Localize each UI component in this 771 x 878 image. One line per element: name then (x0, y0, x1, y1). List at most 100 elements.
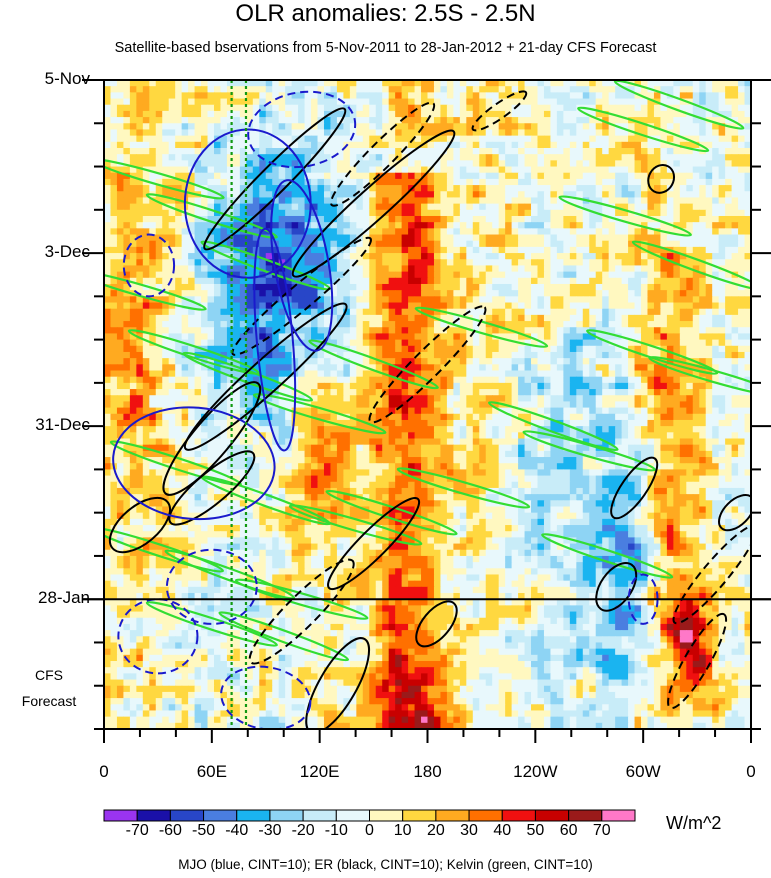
field-cell (569, 147, 577, 155)
field-cell (175, 185, 183, 192)
field-cell (375, 209, 383, 217)
field-cell (686, 191, 694, 199)
field-cell (285, 209, 293, 217)
field-cell (459, 339, 467, 347)
field-cell (213, 302, 222, 310)
field-cell (511, 178, 519, 186)
field-cell (259, 98, 267, 106)
field-cell (576, 370, 584, 378)
field-cell (498, 104, 506, 112)
field-cell (382, 104, 390, 112)
field-cell (382, 364, 390, 372)
field-cell (220, 376, 228, 384)
field-cell (466, 166, 474, 174)
field-cell (408, 86, 416, 93)
field-cell (239, 117, 247, 124)
field-cell (349, 364, 357, 372)
field-cell (738, 117, 746, 124)
field-cell (349, 308, 357, 316)
field-cell (278, 209, 286, 217)
field-cell (336, 271, 344, 279)
field-cell (356, 215, 364, 223)
field-cell (298, 172, 306, 180)
field-cell (239, 123, 247, 131)
field-cell (265, 117, 273, 124)
field-cell (543, 382, 552, 390)
field-cell (537, 209, 545, 217)
field-cell (511, 123, 519, 131)
field-cell (388, 370, 396, 378)
field-cell (291, 228, 299, 236)
field-cell (246, 228, 254, 236)
field-cell (440, 154, 448, 161)
field-cell (466, 110, 474, 118)
field-cell (427, 129, 435, 137)
field-cell (608, 351, 616, 359)
field-cell (563, 308, 571, 316)
field-cell (576, 172, 584, 180)
field-cell (731, 197, 739, 205)
field-cell (349, 215, 357, 223)
field-cell (576, 160, 584, 168)
field-cell (524, 240, 532, 248)
field-cell (239, 351, 247, 359)
field-cell (595, 185, 603, 192)
field-cell (550, 135, 558, 143)
field-cell (304, 327, 312, 335)
field-cell (414, 154, 422, 161)
field-cell (576, 364, 584, 372)
field-cell (278, 370, 286, 378)
field-cell (382, 271, 390, 279)
field-cell (175, 277, 183, 285)
field-cell (550, 166, 558, 174)
field-cell (660, 178, 668, 186)
field-cell (492, 321, 500, 328)
field-cell (123, 123, 131, 131)
field-cell (168, 296, 176, 304)
field-cell (550, 197, 558, 205)
field-cell (653, 123, 662, 131)
field-cell (401, 253, 409, 260)
field-cell (595, 314, 603, 322)
field-cell (213, 259, 222, 267)
field-cell (414, 86, 422, 93)
field-cell (104, 339, 112, 347)
field-cell (311, 172, 319, 180)
field-cell (705, 154, 713, 161)
field-cell (220, 265, 228, 273)
field-cell (505, 191, 513, 199)
field-cell (356, 351, 364, 359)
field-cell (628, 185, 636, 192)
field-cell (621, 302, 629, 310)
field-cell (556, 246, 564, 254)
field-cell (582, 135, 590, 143)
field-cell (692, 283, 700, 291)
field-cell (485, 240, 493, 248)
field-cell (317, 265, 325, 273)
field-cell (298, 215, 306, 223)
field-cell (188, 370, 196, 378)
field-cell (142, 234, 150, 242)
field-cell (162, 98, 170, 106)
field-cell (220, 110, 228, 118)
field-cell (408, 191, 416, 199)
field-cell (369, 345, 377, 353)
field-cell (330, 376, 338, 384)
field-cell (459, 141, 467, 149)
field-cell (226, 110, 234, 118)
field-cell (679, 117, 687, 124)
field-cell (679, 141, 687, 149)
field-cell (537, 351, 545, 359)
field-cell (427, 308, 435, 316)
field-cell (201, 191, 209, 199)
field-cell (298, 234, 306, 242)
field-cell (660, 98, 668, 106)
field-cell (550, 86, 558, 93)
field-cell (414, 308, 422, 316)
field-cell (615, 302, 623, 310)
field-cell (362, 215, 370, 223)
field-cell (628, 364, 636, 372)
field-cell (653, 308, 662, 316)
field-cell (641, 364, 649, 372)
field-cell (615, 327, 623, 335)
